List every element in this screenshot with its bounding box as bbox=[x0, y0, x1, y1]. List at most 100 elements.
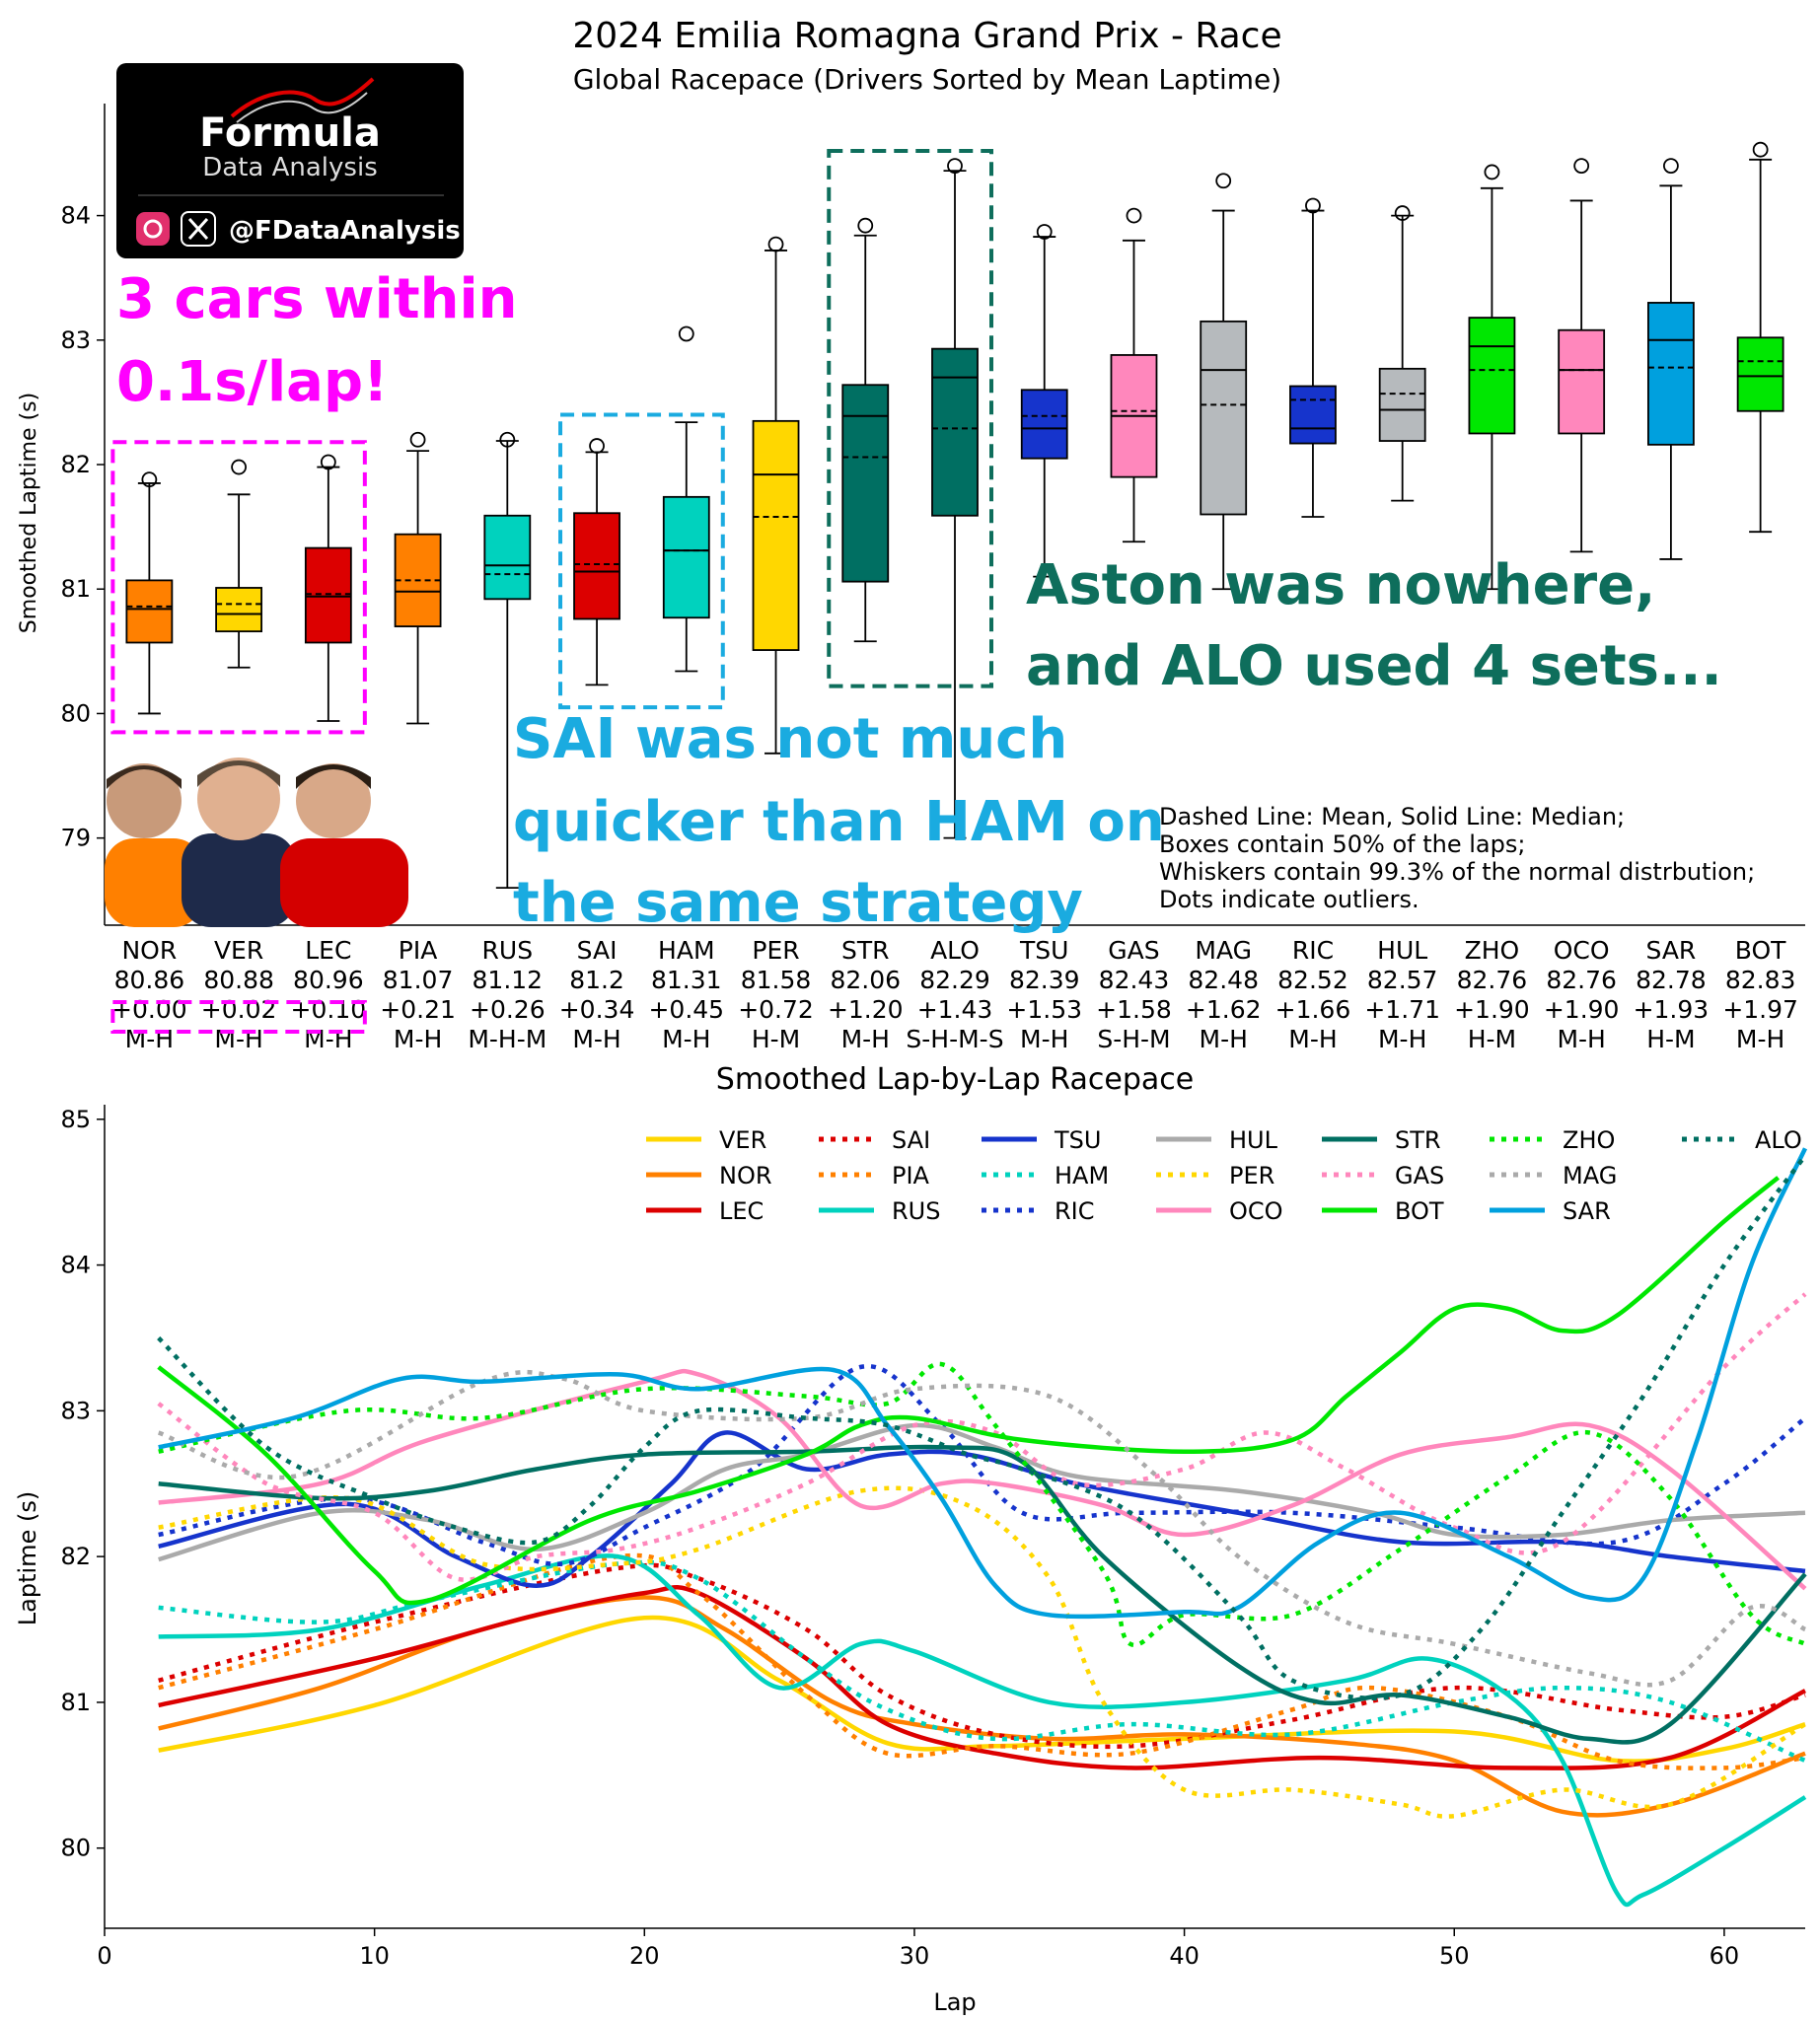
legend-label: HAM bbox=[1055, 1162, 1109, 1190]
box-iqr bbox=[1646, 302, 1695, 446]
series-line-tsu bbox=[158, 1430, 1806, 1588]
box-ylabel: Smoothed Laptime (s) bbox=[17, 393, 41, 633]
box-label-strategy: M-H bbox=[304, 1025, 352, 1053]
portrait-lec-head bbox=[296, 763, 371, 838]
box-label-strategy: M-H bbox=[1736, 1025, 1784, 1053]
legend-item-pia: PIA bbox=[819, 1162, 930, 1190]
box-label-strategy: M-H bbox=[1557, 1025, 1605, 1053]
box-outlier bbox=[1036, 224, 1053, 240]
box-label-strategy: M-H bbox=[214, 1025, 262, 1053]
portrait-nor-head bbox=[107, 763, 182, 838]
box-label-gap: +1.66 bbox=[1275, 995, 1351, 1024]
series-line-alo bbox=[157, 1154, 1807, 1701]
box-ytick-label: 79 bbox=[60, 825, 91, 852]
box-iqr bbox=[304, 546, 352, 644]
box-label-gap: +0.34 bbox=[559, 995, 635, 1024]
logo-swoosh-icon bbox=[230, 77, 375, 118]
box-label-gap: +0.21 bbox=[380, 995, 456, 1024]
line-ytick-label: 82 bbox=[60, 1543, 91, 1570]
highlight-top3 bbox=[110, 440, 367, 735]
box-label-driver: GAS bbox=[1108, 936, 1159, 965]
legend-item-rus: RUS bbox=[819, 1197, 940, 1225]
box-outlier bbox=[589, 438, 605, 454]
portrait-nor-hair bbox=[107, 765, 182, 789]
portrait-ver-hair bbox=[197, 760, 280, 787]
legend-label: RIC bbox=[1055, 1197, 1095, 1225]
box-label-strategy: H-M bbox=[1468, 1025, 1516, 1053]
series-line-rus bbox=[158, 1553, 1807, 1908]
box-label-strategy: H-M bbox=[1646, 1025, 1695, 1053]
line-xtick-label: 0 bbox=[97, 1942, 111, 1970]
box-iqr bbox=[483, 514, 532, 601]
legend-item-bot: BOT bbox=[1322, 1197, 1444, 1225]
box-label-mean: 82.83 bbox=[1725, 966, 1796, 994]
logo-subtitle: Data Analysis bbox=[202, 153, 377, 182]
legend-label: LEC bbox=[719, 1197, 764, 1225]
box-label-strategy: M-H-M bbox=[468, 1025, 546, 1053]
box-label-strategy: M-H bbox=[394, 1025, 442, 1053]
line-xtick-label: 50 bbox=[1439, 1942, 1470, 1970]
box-label-gap: +0.26 bbox=[470, 995, 546, 1024]
legend-label: NOR bbox=[719, 1162, 772, 1190]
box-label-mean: 82.39 bbox=[1009, 966, 1080, 994]
driver-portraits bbox=[105, 758, 408, 927]
box-label-mean: 82.06 bbox=[830, 966, 901, 994]
box-label-driver: ALO bbox=[930, 936, 980, 965]
legend-item-alo: ALO bbox=[1682, 1126, 1802, 1154]
portrait-lec-suit bbox=[280, 838, 408, 927]
legend-item-hul: HUL bbox=[1156, 1126, 1278, 1154]
legend-item-tsu: TSU bbox=[982, 1126, 1101, 1154]
box-label-gap: +1.97 bbox=[1722, 995, 1798, 1024]
box-ytick-label: 80 bbox=[60, 699, 91, 727]
box-label-driver: OCO bbox=[1554, 936, 1610, 965]
legend-label: ZHO bbox=[1563, 1126, 1615, 1154]
box-outlier bbox=[678, 325, 694, 342]
portrait-ver bbox=[182, 758, 296, 927]
box-label-gap: +0.10 bbox=[291, 995, 367, 1024]
logo: Formula Data Analysis @FDataAnalysis bbox=[116, 63, 464, 258]
box-label-gap: +0.45 bbox=[648, 995, 724, 1024]
box-iqr bbox=[1558, 328, 1606, 435]
box-label-mean: 80.88 bbox=[203, 966, 274, 994]
series-line-oco bbox=[158, 1368, 1807, 1591]
box-label-strategy: S-H-M-S bbox=[906, 1025, 1003, 1053]
box-outlier bbox=[1573, 158, 1590, 175]
box-chart-subtitle: Global Racepace (Drivers Sorted by Mean … bbox=[573, 63, 1281, 96]
box-ytick-label: 83 bbox=[60, 326, 91, 354]
box-label-gap: +1.43 bbox=[917, 995, 993, 1024]
legend-label: HUL bbox=[1229, 1126, 1278, 1154]
box-label-driver: HAM bbox=[658, 936, 714, 965]
line-ytick-label: 84 bbox=[60, 1252, 91, 1279]
portrait-nor bbox=[105, 763, 203, 927]
series-line-sai bbox=[158, 1562, 1806, 1750]
box-iqr bbox=[1378, 367, 1426, 442]
box-label-driver: HUL bbox=[1377, 936, 1427, 965]
box-label-driver: RIC bbox=[1292, 936, 1334, 965]
legend-label: BOT bbox=[1395, 1197, 1444, 1225]
box-label-mean: 82.48 bbox=[1188, 966, 1259, 994]
box-label-mean: 82.52 bbox=[1277, 966, 1348, 994]
series-line-sar bbox=[158, 1147, 1808, 1620]
box-chart: 798081828384NOR80.86+0.00M-HVER80.88+0.0… bbox=[60, 104, 1805, 1053]
box-iqr bbox=[1200, 320, 1248, 516]
legend-item-ver: VER bbox=[646, 1126, 766, 1154]
annotation-3-cars-line2: 0.1s/lap! bbox=[116, 350, 389, 414]
line-xtick-label: 30 bbox=[900, 1942, 930, 1970]
box-label-gap: +0.00 bbox=[111, 995, 187, 1024]
box-label-gap: +1.62 bbox=[1186, 995, 1262, 1024]
box-label-gap: +1.20 bbox=[828, 995, 904, 1024]
highlight-gaps bbox=[110, 1000, 367, 1034]
box-outlier bbox=[947, 158, 963, 175]
box-iqr bbox=[1736, 336, 1784, 412]
